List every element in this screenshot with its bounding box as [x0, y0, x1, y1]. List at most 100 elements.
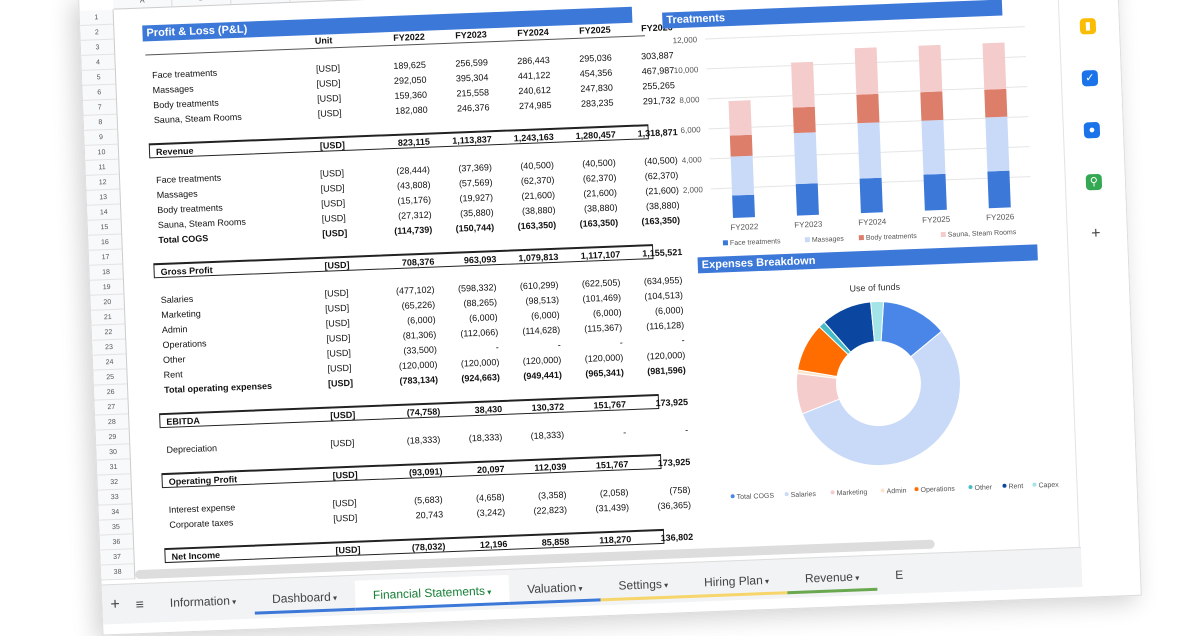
sheet-tab[interactable]: Valuation ▾	[508, 570, 602, 605]
row-number[interactable]: 12	[85, 174, 120, 191]
cell-value[interactable]: 136,802	[660, 531, 694, 544]
cell-value[interactable]: (18,333)	[468, 432, 503, 444]
sheet-tab[interactable]: Information ▾	[151, 584, 254, 618]
cell-value[interactable]: (981,596)	[647, 364, 686, 377]
row-number[interactable]: 26	[93, 384, 128, 401]
cell-value[interactable]: (18,333)	[406, 434, 441, 446]
sheet-tab[interactable]: Hiring Plan ▾	[685, 563, 788, 598]
row-number[interactable]: 20	[90, 294, 125, 311]
cell-value[interactable]: (78,032)	[411, 541, 446, 553]
cell-value[interactable]: 20,097	[476, 463, 505, 476]
all-sheets-button[interactable]: ≡	[135, 595, 145, 612]
row-number[interactable]: 22	[91, 324, 126, 341]
row-number[interactable]: 6	[82, 84, 117, 101]
cell-value[interactable]: (150,744)	[455, 222, 495, 234]
cell-value[interactable]: (3,242)	[476, 506, 506, 519]
row-number[interactable]: 16	[88, 234, 122, 251]
row-number[interactable]: 36	[99, 534, 134, 551]
cell-value[interactable]: 1,243,163	[513, 131, 554, 144]
contacts-icon[interactable]: ●	[1083, 121, 1101, 139]
row-number[interactable]: 21	[91, 309, 125, 326]
row-number[interactable]: 8	[83, 114, 118, 131]
cell-value[interactable]: 173,925	[655, 396, 689, 409]
sheet-tab[interactable]: E	[877, 559, 922, 591]
row-number[interactable]: 38	[100, 564, 135, 581]
cell-value[interactable]: -	[622, 427, 627, 438]
cell-value[interactable]: (163,350)	[579, 217, 619, 229]
row-number[interactable]: 11	[85, 159, 119, 176]
cell-value[interactable]: 1,117,107	[580, 249, 621, 261]
cell-value[interactable]: (163,350)	[517, 219, 557, 232]
row-number[interactable]: 31	[96, 459, 131, 476]
cell-value[interactable]: 20,743	[415, 509, 444, 521]
row-number[interactable]: 13	[86, 189, 121, 206]
cell-value[interactable]: (783,134)	[399, 374, 439, 386]
row-number[interactable]: 29	[95, 429, 130, 446]
row-number[interactable]: 28	[95, 414, 129, 431]
cell-value[interactable]: (114,739)	[394, 224, 433, 237]
dropdown-caret-icon[interactable]: ▾	[576, 583, 583, 593]
cell-value[interactable]: (965,341)	[585, 367, 625, 379]
dropdown-caret-icon[interactable]: ▾	[852, 572, 860, 583]
row-number[interactable]: 7	[83, 99, 117, 116]
cell-value[interactable]: 246,376	[456, 102, 490, 114]
row-number[interactable]: 17	[88, 249, 123, 266]
row-number[interactable]: 24	[92, 354, 127, 371]
cell-value[interactable]: 151,767	[593, 399, 627, 411]
dropdown-caret-icon[interactable]: ▾	[330, 593, 338, 603]
plus-icon[interactable]: +	[1087, 225, 1105, 243]
sheet-tab[interactable]: Settings ▾	[599, 567, 687, 601]
sheet-tab[interactable]: Revenue ▾	[786, 560, 878, 594]
row-number[interactable]: 15	[87, 219, 122, 236]
row-number[interactable]: 1	[79, 9, 114, 26]
cell-value[interactable]: 130,372	[531, 401, 565, 413]
dropdown-caret-icon[interactable]: ▾	[484, 587, 492, 597]
row-number[interactable]: 34	[98, 504, 133, 521]
row-number[interactable]: 5	[81, 69, 116, 86]
cell-value[interactable]: 173,925	[657, 456, 691, 469]
cell-value[interactable]: 1,280,457	[575, 129, 616, 141]
cell-value[interactable]: 118,270	[599, 534, 632, 546]
row-number[interactable]: 33	[98, 489, 132, 506]
row-number[interactable]: 30	[96, 444, 130, 461]
row-number[interactable]: 32	[97, 474, 131, 491]
cell-value[interactable]: (36,365)	[657, 499, 692, 512]
cell-value[interactable]: 274,985	[518, 99, 552, 112]
row-number[interactable]: 4	[81, 54, 115, 71]
row-number[interactable]: 35	[99, 519, 133, 536]
cell-value[interactable]: 182,080	[394, 104, 428, 116]
sheet-grid[interactable]: Profit & Loss (P&L) Unit FY2022 FY2023 FY2…	[114, 0, 1081, 579]
sheet-tab[interactable]: Financial Statements ▾	[354, 574, 510, 611]
row-number[interactable]: 25	[93, 369, 127, 386]
row-number[interactable]: 27	[94, 399, 129, 416]
sheet-tab[interactable]: Dashboard ▾	[253, 580, 356, 615]
tasks-icon[interactable]: ✓	[1081, 69, 1099, 87]
dropdown-caret-icon[interactable]: ▾	[229, 596, 237, 607]
cell-value[interactable]: (31,439)	[595, 502, 630, 514]
row-number[interactable]: 3	[80, 39, 115, 56]
row-number[interactable]: 23	[92, 339, 126, 356]
cell-value[interactable]: 708,376	[401, 256, 435, 268]
cell-value[interactable]: (949,441)	[523, 369, 563, 382]
row-number[interactable]: 19	[89, 279, 124, 296]
row-number[interactable]: 18	[89, 264, 123, 281]
dropdown-caret-icon[interactable]: ▾	[762, 576, 770, 586]
cell-value[interactable]: (74,758)	[406, 406, 441, 418]
cell-value[interactable]: 151,767	[595, 459, 629, 471]
row-number[interactable]: 10	[84, 144, 119, 161]
row-number[interactable]: 37	[100, 549, 134, 566]
dropdown-caret-icon[interactable]: ▾	[661, 580, 669, 590]
cell-value[interactable]: 1,113,837	[452, 134, 492, 146]
cell-value[interactable]: (22,823)	[533, 504, 568, 516]
cell-value[interactable]: 283,235	[580, 97, 614, 109]
maps-icon[interactable]: ⚲	[1085, 173, 1103, 191]
cell-value[interactable]: 12,196	[479, 538, 508, 550]
cell-value[interactable]: (93,091)	[408, 466, 443, 478]
add-sheet-button[interactable]: +	[110, 595, 121, 613]
cell-value[interactable]: (924,663)	[461, 372, 501, 384]
cell-value[interactable]: (18,333)	[530, 429, 565, 441]
keep-icon[interactable]: ▮	[1079, 17, 1097, 35]
cell-value[interactable]: 1,079,813	[518, 251, 559, 264]
row-number[interactable]: 2	[80, 24, 114, 41]
cell-value[interactable]: 85,858	[541, 536, 570, 548]
